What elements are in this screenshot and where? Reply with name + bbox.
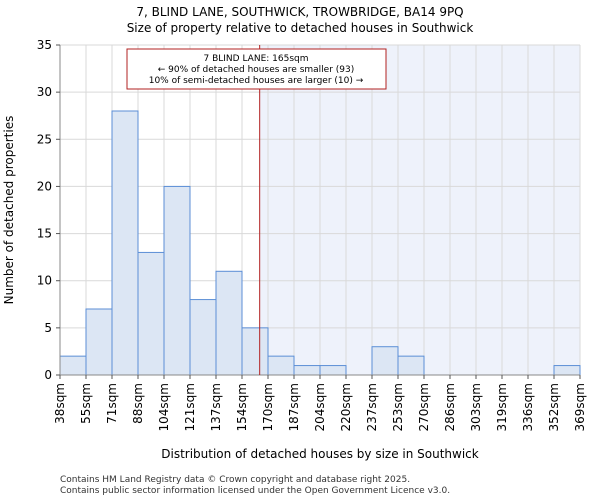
x-tick-label: 187sqm (287, 383, 301, 431)
y-tick-label: 20 (37, 179, 52, 193)
y-tick-label: 10 (37, 274, 52, 288)
x-tick-label: 369sqm (573, 383, 587, 431)
x-tick-label: 121sqm (183, 383, 197, 431)
annotation-line-1: 7 BLIND LANE: 165sqm (204, 54, 309, 64)
x-tick-label: 104sqm (157, 383, 171, 431)
highlight-region (259, 45, 580, 375)
y-tick-label: 0 (44, 368, 52, 382)
annotation-box: 7 BLIND LANE: 165sqm ← 90% of detached h… (126, 48, 387, 90)
x-tick-label: 352sqm (547, 383, 561, 431)
x-tick-label: 204sqm (313, 383, 327, 431)
y-ticks: 0 5 10 15 20 25 30 35 (37, 38, 60, 382)
y-axis-label: Number of detached properties (2, 116, 16, 305)
x-tick-label: 303sqm (469, 383, 483, 431)
x-tick-label: 253sqm (391, 383, 405, 431)
y-tick-label: 35 (37, 38, 52, 52)
bar-352sqm (553, 365, 581, 376)
y-tick-label: 30 (37, 85, 52, 99)
x-tick-label: 88sqm (131, 383, 145, 424)
bar-88sqm (137, 251, 165, 376)
x-tick-label: 220sqm (339, 383, 353, 431)
x-ticks: 38sqm 55sqm 71sqm 88sqm 104sqm 121sqm 137sqm 15… (53, 375, 587, 431)
footer-line-2: Contains public sector information licen… (60, 486, 450, 496)
bar-137sqm (215, 270, 243, 376)
bar-187sqm (293, 365, 321, 376)
x-tick-label: 38sqm (53, 383, 67, 424)
bar-55sqm (85, 308, 113, 376)
bar-121sqm (189, 299, 217, 376)
bar-104sqm (163, 185, 191, 376)
bar-71sqm (111, 110, 139, 376)
chart-subtitle: Size of property relative to detached ho… (127, 21, 474, 35)
y-tick-label: 25 (37, 132, 52, 146)
x-tick-label: 237sqm (365, 383, 379, 431)
x-tick-label: 270sqm (417, 383, 431, 431)
x-tick-label: 170sqm (261, 383, 275, 431)
x-tick-label: 336sqm (521, 383, 535, 431)
annotation-line-2: ← 90% of detached houses are smaller (93… (158, 65, 355, 75)
bar-204sqm (319, 365, 347, 376)
bars (59, 110, 581, 376)
y-tick-label: 5 (44, 321, 52, 335)
footer-line-1: Contains HM Land Registry data © Crown c… (60, 475, 410, 485)
bar-253sqm (397, 355, 425, 376)
x-tick-label: 286sqm (443, 383, 457, 431)
x-tick-label: 137sqm (209, 383, 223, 431)
x-axis-label: Distribution of detached houses by size … (161, 447, 479, 461)
x-tick-label: 55sqm (79, 383, 93, 424)
bar-170sqm (267, 355, 295, 376)
x-tick-label: 154sqm (235, 383, 249, 431)
x-tick-label: 319sqm (495, 383, 509, 431)
bar-237sqm (371, 346, 399, 376)
bar-38sqm (59, 355, 87, 376)
chart-title: 7, BLIND LANE, SOUTHWICK, TROWBRIDGE, BA… (136, 5, 463, 19)
annotation-line-3: 10% of semi-detached houses are larger (… (149, 76, 364, 86)
y-tick-label: 15 (37, 227, 52, 241)
bar-154sqm (241, 327, 269, 376)
x-tick-label: 71sqm (105, 383, 119, 424)
